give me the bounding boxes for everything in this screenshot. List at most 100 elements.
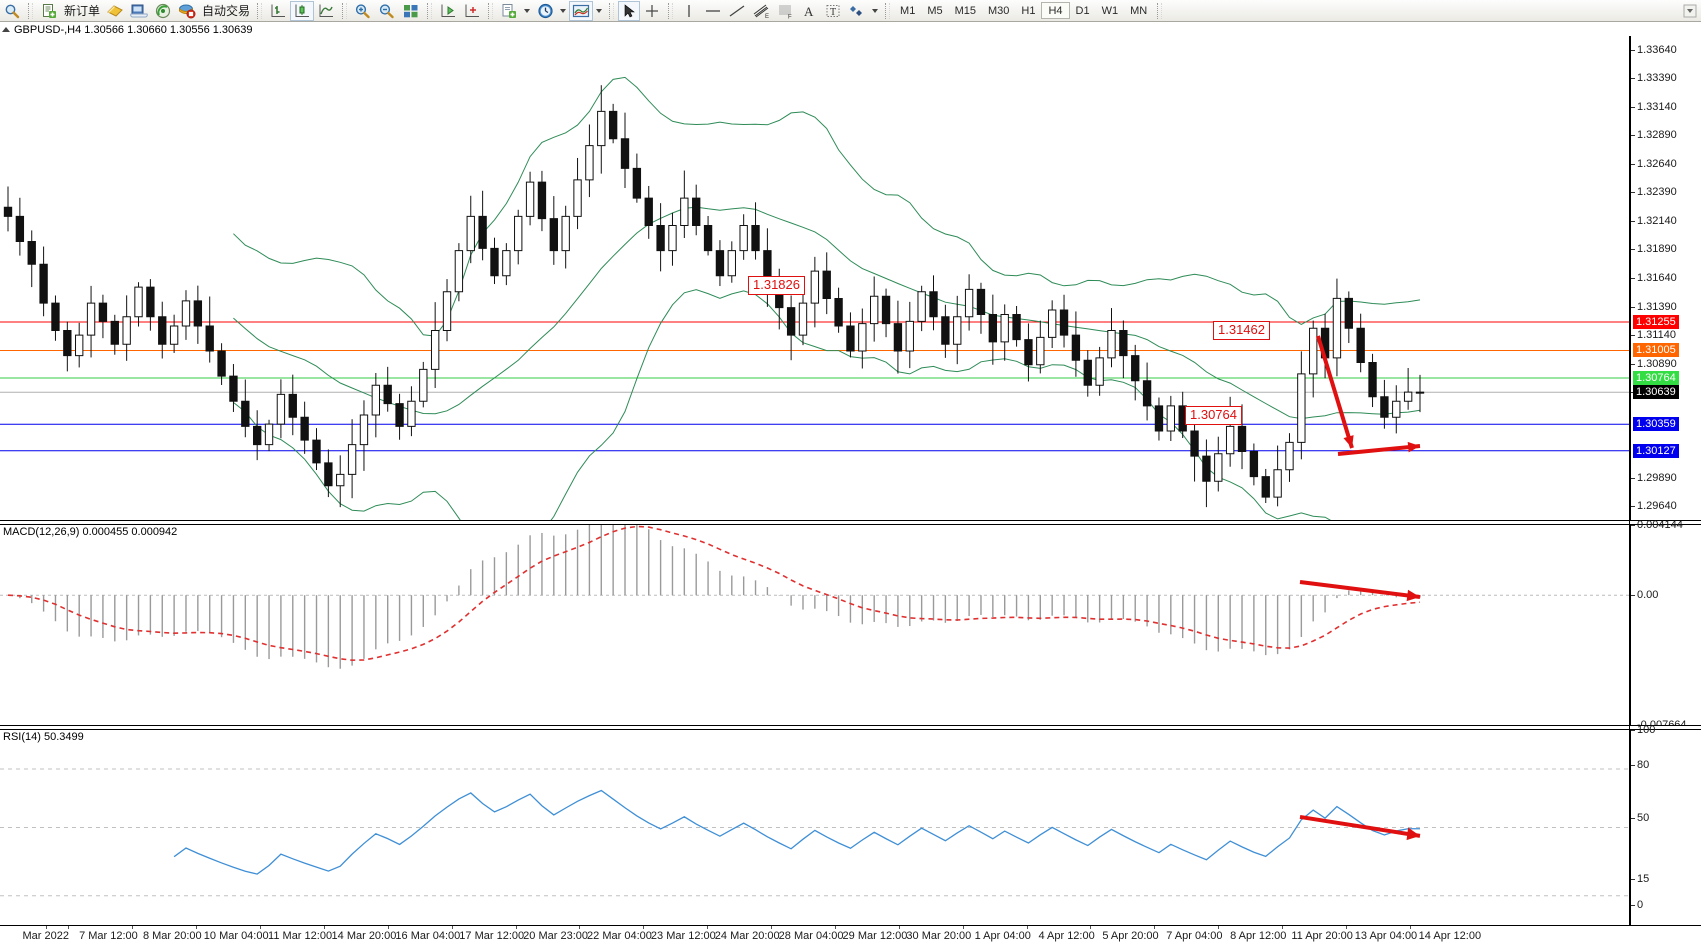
rsi-pane[interactable]: RSI(14) 50.3499 100 80 50 15 0 — [0, 724, 1701, 925]
time-axis-label: 29 Mar 12:00 — [842, 930, 908, 942]
auto-trading-icon[interactable] — [175, 1, 199, 21]
crosshair-icon[interactable] — [640, 1, 664, 21]
time-axis[interactable]: Mar 2022 7 Mar 12:00 8 Mar 20:00 10 Mar 04:… — [0, 925, 1701, 945]
axis-label: 0 — [1637, 899, 1644, 911]
time-axis-label: 22 Mar 04:00 — [587, 930, 652, 942]
price-axis[interactable]: 1.33640 1.33390 1.33140 1.32890 1.32640 1.323… — [1630, 36, 1701, 520]
macd-plot-area[interactable] — [0, 525, 1630, 725]
candlestick-chart-icon[interactable] — [290, 0, 315, 21]
period-dropdown-icon[interactable] — [560, 8, 567, 13]
new-order-icon[interactable] — [37, 1, 61, 21]
indicators-dropdown-icon[interactable] — [596, 8, 603, 13]
trendline-icon[interactable] — [725, 1, 749, 21]
price-annotation-label[interactable]: 1.31826 — [748, 276, 805, 295]
toolbar-separator-8 — [885, 2, 891, 19]
axis-label: 1.30890 — [1637, 357, 1677, 370]
new-chart-icon[interactable] — [497, 1, 521, 21]
time-axis-tick — [196, 926, 198, 929]
symbol-info-text: GBPUSD-,H4 1.30566 1.30660 1.30556 1.306… — [14, 23, 253, 36]
toolbar-separator-7 — [668, 2, 674, 19]
timeframe-m5[interactable]: M5 — [927, 4, 943, 17]
svg-text:E: E — [765, 14, 769, 19]
horizontal-line-icon[interactable] — [701, 1, 725, 21]
price-level-badge[interactable]: 1.30639 — [1633, 385, 1679, 400]
price-level-badge[interactable]: 1.31255 — [1633, 314, 1679, 329]
toolbar-separator-4 — [427, 2, 433, 19]
search-icon[interactable] — [0, 1, 24, 21]
toolbar-separator-3 — [342, 2, 348, 19]
news-icon[interactable] — [127, 1, 151, 21]
timeframe-h4[interactable]: H4 — [1041, 2, 1070, 19]
symbol-info-bar: GBPUSD-,H4 1.30566 1.30660 1.30556 1.306… — [0, 23, 1701, 36]
macd-pane[interactable]: MACD(12,26,9) 0.000455 0.000942 0.004144… — [0, 519, 1701, 731]
axis-tick — [1631, 730, 1635, 731]
time-axis-tick — [132, 926, 134, 929]
time-axis-tick — [1026, 926, 1028, 929]
chart-container[interactable]: 1.33640 1.33390 1.33140 1.32890 1.32640 1.323… — [0, 36, 1701, 945]
timeframe-m15[interactable]: M15 — [954, 4, 976, 17]
price-level-badge[interactable]: 1.31005 — [1633, 343, 1679, 358]
tile-windows-icon[interactable] — [399, 1, 423, 21]
rsi-axis[interactable]: 100 80 50 15 0 — [1630, 724, 1701, 925]
new-chart-dropdown-icon[interactable] — [524, 8, 531, 13]
price-level-badge[interactable]: 1.30127 — [1633, 443, 1679, 458]
timeframe-d1[interactable]: D1 — [1075, 4, 1090, 17]
axis-label: 1.31640 — [1637, 272, 1677, 284]
timeframe-h1[interactable]: H1 — [1021, 4, 1036, 17]
price-plot-area[interactable] — [0, 36, 1630, 520]
timeframe-m1[interactable]: M1 — [900, 4, 916, 17]
objects-icon[interactable] — [845, 1, 869, 21]
rsi-trend-arrow — [1300, 817, 1420, 841]
vertical-line-icon[interactable] — [677, 1, 701, 21]
time-axis-tick — [68, 926, 70, 929]
time-axis-label: 24 Mar 20:00 — [714, 930, 780, 942]
chart-shift-icon[interactable] — [436, 1, 460, 21]
price-level-badge[interactable]: 1.30359 — [1633, 417, 1679, 432]
axis-label: 1.32640 — [1637, 157, 1677, 170]
axis-label: 1.31390 — [1637, 300, 1677, 313]
time-axis-tick — [45, 926, 47, 929]
zoom-in-icon[interactable] — [351, 1, 375, 21]
axis-tick — [1631, 106, 1635, 108]
time-axis-tick — [1409, 926, 1411, 929]
axis-label: 1.33640 — [1637, 43, 1677, 56]
timeframe-m30[interactable]: M30 — [988, 4, 1010, 17]
time-axis-label: 8 Mar 20:00 — [142, 930, 202, 942]
time-axis-label: 13 Apr 04:00 — [1354, 930, 1418, 942]
price-pane[interactable]: 1.33640 1.33390 1.33140 1.32890 1.32640 1.323… — [0, 36, 1701, 555]
price-annotation-label[interactable]: 1.31462 — [1213, 321, 1270, 340]
signals-icon[interactable] — [151, 1, 175, 21]
auto-trading-label[interactable]: 自动交易 — [202, 4, 251, 18]
time-axis-tick — [962, 926, 964, 929]
time-axis-tick — [1345, 926, 1347, 929]
price-level-badge[interactable]: 1.30764 — [1633, 370, 1679, 385]
line-chart-icon[interactable] — [314, 1, 338, 21]
text-label-icon[interactable]: T — [821, 1, 845, 21]
zoom-out-icon[interactable] — [375, 1, 399, 21]
price-annotation-label[interactable]: 1.30764 — [1185, 406, 1242, 425]
cursor-icon[interactable] — [618, 0, 641, 21]
timeframe-mn[interactable]: MN — [1130, 4, 1148, 17]
rsi-plot-area[interactable] — [0, 730, 1630, 925]
period-icon[interactable] — [533, 1, 557, 21]
time-axis-tick — [834, 926, 836, 929]
deals-icon[interactable] — [103, 1, 127, 21]
new-order-label[interactable]: 新订单 — [64, 4, 101, 18]
time-axis-label: 30 Mar 20:00 — [906, 930, 972, 942]
objects-dropdown-icon[interactable] — [872, 8, 879, 13]
equidistant-channel-icon[interactable]: E — [749, 1, 773, 21]
axis-label: 1.33140 — [1637, 100, 1677, 113]
toolbar-overflow-icon[interactable] — [1683, 4, 1697, 18]
fibonacci-icon[interactable]: F — [773, 1, 797, 21]
collapse-triangle-icon[interactable] — [2, 27, 10, 32]
bar-chart-icon[interactable] — [266, 1, 290, 21]
timeframe-w1[interactable]: W1 — [1101, 4, 1119, 17]
axis-tick — [1631, 525, 1635, 526]
auto-scroll-icon[interactable] — [460, 1, 484, 21]
macd-title: MACD(12,26,9) 0.000455 0.000942 — [3, 526, 178, 538]
indicators-icon[interactable] — [569, 0, 594, 21]
time-axis-tick — [1218, 926, 1220, 929]
pane-separator-2 — [0, 725, 1701, 730]
text-icon[interactable]: A — [797, 1, 821, 21]
